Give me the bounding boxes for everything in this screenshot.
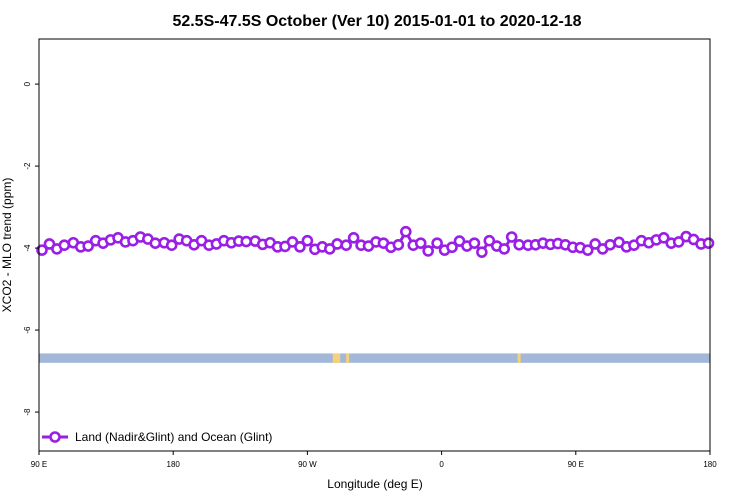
land-segment [517, 353, 521, 363]
data-point [165, 239, 178, 252]
x-tick-label: 90 W [298, 460, 317, 469]
data-point [400, 225, 412, 238]
data-point [431, 237, 443, 249]
data-point [657, 232, 670, 244]
plot-frame [38, 38, 711, 452]
data-point [331, 238, 344, 250]
x-axis: 90 E 180 90 W 0 90 E 180 [31, 451, 717, 469]
data-point [468, 237, 481, 249]
y-tick-label: -8 [23, 408, 32, 416]
y-axis-label: XCO2 - MLO trend (ppm) [0, 178, 14, 313]
data-point [36, 244, 48, 256]
data-point [476, 246, 488, 258]
legend: Land (Nadir&Glint) and Ocean (Glint) [42, 430, 272, 444]
x-tick-label: 180 [167, 460, 181, 469]
data-point [483, 234, 496, 247]
data-point [347, 232, 360, 244]
data-point [149, 237, 162, 249]
data-point [422, 245, 434, 257]
data-point [392, 238, 405, 251]
surface-band [39, 353, 710, 363]
series-layer [36, 225, 715, 258]
data-point [513, 238, 525, 251]
land-segment [332, 353, 341, 363]
x-tick-label: 90 E [31, 460, 47, 469]
data-point [672, 236, 685, 248]
x-tick-label: 90 E [568, 460, 584, 469]
ocean-band [39, 353, 710, 363]
chart-title: 52.5S-47.5S October (Ver 10) 2015-01-01 … [172, 13, 581, 30]
data-point [58, 239, 71, 252]
legend-label: Land (Nadir&Glint) and Ocean (Glint) [75, 430, 272, 444]
y-axis: 0 -2 -4 -6 -8 [23, 81, 39, 416]
data-point [301, 234, 314, 247]
data-point [294, 241, 306, 253]
data-point [446, 241, 458, 254]
y-tick-label: -4 [23, 244, 32, 252]
data-point [505, 231, 518, 243]
x-tick-label: 180 [703, 460, 717, 469]
legend-marker [49, 431, 61, 443]
data-point [498, 243, 511, 255]
data-point [414, 237, 427, 249]
data-point [240, 235, 253, 248]
y-tick-label: -6 [23, 326, 32, 334]
data-point [604, 238, 616, 251]
data-point [702, 237, 715, 249]
data-point [82, 240, 95, 252]
y-tick-label: 0 [23, 81, 32, 86]
data-point [340, 239, 352, 252]
y-tick-label: -2 [23, 162, 32, 170]
data-point [581, 244, 594, 256]
x-tick-label: 0 [439, 460, 444, 469]
x-axis-label: Longitude (deg E) [327, 477, 422, 491]
land-segment [346, 353, 350, 363]
